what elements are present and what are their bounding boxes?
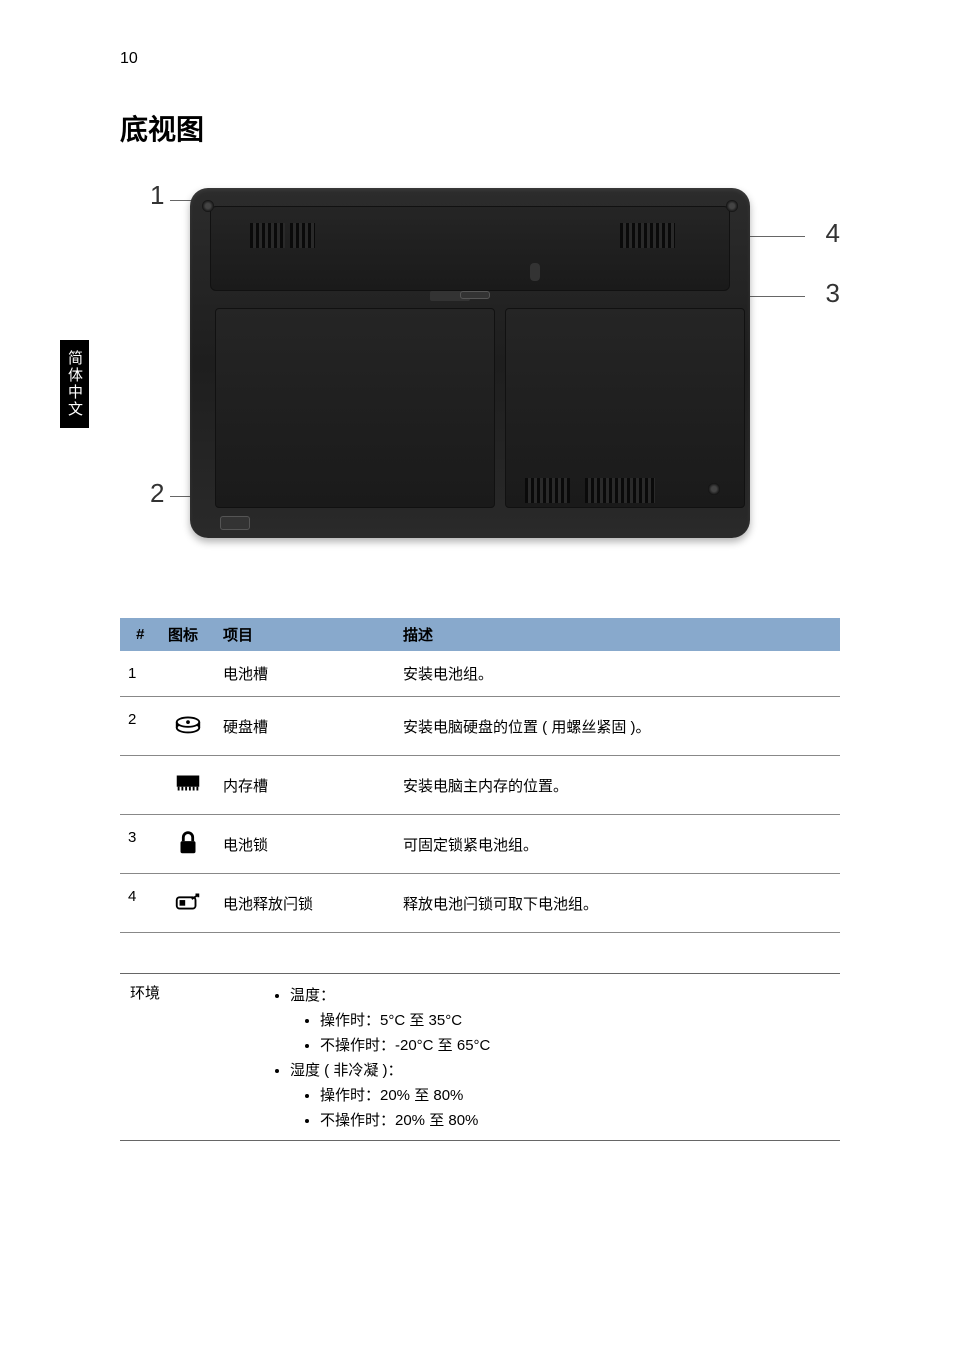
callout-2: 2: [150, 478, 164, 509]
page-number: 10: [120, 50, 844, 68]
vent: [250, 223, 285, 248]
cell-item: 内存槽: [215, 756, 395, 815]
battery-lock: [530, 263, 540, 281]
parts-table: # 图标 项目 描述 1 电池槽 安装电池组。 2 硬盘槽 安装电脑硬盘的位置 …: [120, 618, 840, 933]
release-icon: [173, 886, 203, 916]
cell-icon: [160, 815, 215, 874]
section-title: 底视图: [120, 108, 844, 148]
th-num: #: [120, 618, 160, 651]
callout-1: 1: [150, 180, 164, 211]
vent: [290, 223, 315, 248]
th-desc: 描述: [395, 618, 840, 651]
screw: [708, 483, 720, 495]
laptop-bottom-illustration: [190, 188, 750, 538]
env-hum-op: 操作时：20% 至 80%: [320, 1082, 830, 1107]
env-hum-nonop: 不操作时：20% 至 80%: [320, 1107, 830, 1132]
vent: [525, 478, 570, 503]
cell-num: 2: [120, 697, 160, 756]
vent: [620, 223, 675, 248]
cell-icon: [160, 697, 215, 756]
lock-icon: [173, 827, 203, 857]
th-item: 项目: [215, 618, 395, 651]
battery-bay: [210, 206, 730, 291]
cell-num: 3: [120, 815, 160, 874]
env-label: 环境: [120, 974, 250, 1141]
env-content: 温度： 操作时：5°C 至 35°C 不操作时：-20°C 至 65°C 湿度 …: [250, 974, 840, 1141]
cell-icon: [160, 651, 215, 697]
env-temp-nonop: 不操作时：-20°C 至 65°C: [320, 1032, 830, 1057]
screw: [202, 200, 214, 212]
cell-num: [120, 756, 160, 815]
table-row: 1 电池槽 安装电池组。: [120, 651, 840, 697]
cell-icon: [160, 756, 215, 815]
table-row: 内存槽 安装电脑主内存的位置。: [120, 756, 840, 815]
screw: [726, 200, 738, 212]
hdd-panel: [215, 308, 495, 508]
table-row: 2 硬盘槽 安装电脑硬盘的位置 ( 用螺丝紧固 )。: [120, 697, 840, 756]
foot: [220, 516, 250, 530]
cell-item: 硬盘槽: [215, 697, 395, 756]
th-icon: 图标: [160, 618, 215, 651]
env-hum-label: 湿度 ( 非冷凝 )：: [290, 1057, 830, 1082]
vent: [585, 478, 655, 503]
cell-desc: 安装电脑主内存的位置。: [395, 756, 840, 815]
language-tab: 简体中文: [60, 340, 89, 428]
memory-icon: [173, 768, 203, 798]
cell-num: 1: [120, 651, 160, 697]
callout-4: 4: [826, 218, 840, 249]
env-temp-op: 操作时：5°C 至 35°C: [320, 1007, 830, 1032]
cell-icon: [160, 874, 215, 933]
environment-table: 环境 温度： 操作时：5°C 至 35°C 不操作时：-20°C 至 65°C …: [120, 973, 840, 1141]
table-row: 4 电池释放闩锁 释放电池闩锁可取下电池组。: [120, 874, 840, 933]
cell-item: 电池释放闩锁: [215, 874, 395, 933]
cell-item: 电池槽: [215, 651, 395, 697]
hdd-icon: [173, 709, 203, 739]
cell-num: 4: [120, 874, 160, 933]
cell-desc: 释放电池闩锁可取下电池组。: [395, 874, 840, 933]
callout-3: 3: [826, 278, 840, 309]
cell-item: 电池锁: [215, 815, 395, 874]
env-temp-label: 温度：: [290, 982, 830, 1007]
cell-desc: 可固定锁紧电池组。: [395, 815, 840, 874]
latch: [460, 291, 490, 299]
table-row: 3 电池锁 可固定锁紧电池组。: [120, 815, 840, 874]
cell-desc: 安装电池组。: [395, 651, 840, 697]
bottom-view-diagram: 1 2 3 4: [120, 178, 840, 558]
cell-desc: 安装电脑硬盘的位置 ( 用螺丝紧固 )。: [395, 697, 840, 756]
